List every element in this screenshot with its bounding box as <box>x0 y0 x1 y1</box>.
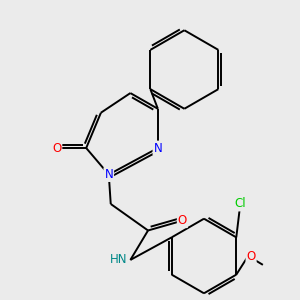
Text: O: O <box>52 142 62 154</box>
Text: O: O <box>178 214 187 227</box>
Text: N: N <box>104 168 113 181</box>
Text: O: O <box>247 250 256 262</box>
Text: N: N <box>154 142 162 154</box>
Text: Cl: Cl <box>235 197 246 211</box>
Text: HN: HN <box>110 254 128 266</box>
